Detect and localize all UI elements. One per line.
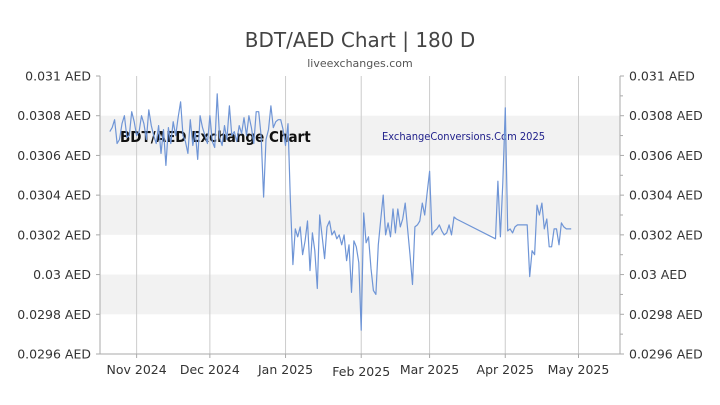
x-tick-label: Mar 2025 [400,362,459,377]
x-tick-label: Nov 2024 [107,362,167,377]
grid-band [100,195,620,235]
y-tick-label-left: 0.0304 AED [17,188,91,203]
y-tick-label-right: 0.031 AED [629,69,695,84]
y-tick-label-right: 0.0296 AED [629,347,703,362]
y-tick-label-right: 0.03 AED [629,267,687,282]
y-tick-label-left: 0.03 AED [33,267,91,282]
y-tick-label-left: 0.031 AED [25,69,91,84]
x-tick-label: Feb 2025 [332,364,390,379]
y-tick-label-right: 0.0306 AED [629,148,703,163]
y-tick-label-right: 0.0308 AED [629,108,703,123]
x-tick-label: Dec 2024 [180,362,240,377]
y-tick-label-left: 0.0298 AED [17,307,91,322]
chart-subtitle: liveexchanges.com [307,57,412,70]
chart-title: BDT/AED Chart | 180 D [245,28,476,52]
background-bands [100,115,620,315]
y-tick-label-right: 0.0304 AED [629,188,703,203]
y-axis-ticks: 0.031 AED 0.031 AED 0.0308 AED 0.0308 AED 0.… [17,69,703,362]
series-group [109,93,572,331]
y-tick-label-left: 0.0302 AED [17,227,91,242]
x-axis-ticks: Nov 2024 Dec 2024 Jan 2025 Feb 2025 Mar 2025… [107,354,610,379]
x-tick-label: May 2025 [548,362,610,377]
y-tick-label-left: 0.0296 AED [17,347,91,362]
y-tick-label-right: 0.0302 AED [629,227,703,242]
x-tick-label: Apr 2025 [477,362,534,377]
y-tick-label-left: 0.0306 AED [17,148,91,163]
x-tick-label: Jan 2025 [257,362,313,377]
series-line [109,93,572,331]
y-tick-label-left: 0.0308 AED [17,108,91,123]
y-tick-label-right: 0.0298 AED [629,307,703,322]
watermark-right: ExchangeConversions.Com 2025 [382,130,545,143]
